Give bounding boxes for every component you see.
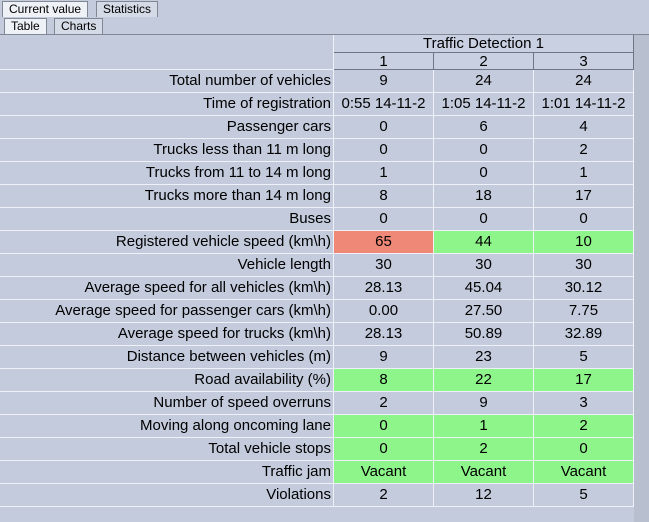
- cell-value: 9: [334, 70, 434, 93]
- row-label: Moving along oncoming lane: [0, 415, 334, 438]
- cell-value: 30: [334, 254, 434, 277]
- column-header: 1: [334, 53, 434, 70]
- cell-value: 2: [534, 415, 634, 438]
- cell-value: 17: [534, 185, 634, 208]
- row-label: Average speed for trucks (km\h): [0, 323, 334, 346]
- cell-value: 0: [334, 438, 434, 461]
- cell-value: 4: [534, 116, 634, 139]
- cell-value: 0: [334, 116, 434, 139]
- table-title: Traffic Detection 1: [334, 35, 634, 53]
- row-label: Trucks less than 11 m long: [0, 139, 334, 162]
- row-label: Registered vehicle speed (km\h): [0, 231, 334, 254]
- cell-value: 30: [534, 254, 634, 277]
- cell-value: Vacant: [434, 461, 534, 484]
- row-label: Vehicle length: [0, 254, 334, 277]
- cell-value: 7.75: [534, 300, 634, 323]
- cell-value: 27.50: [434, 300, 534, 323]
- cell-value: 24: [534, 70, 634, 93]
- cell-value: 0: [334, 415, 434, 438]
- cell-value: 1: [334, 162, 434, 185]
- cell-value: 30.12: [534, 277, 634, 300]
- cell-value: 44: [434, 231, 534, 254]
- cell-value: 5: [534, 346, 634, 369]
- cell-value: 23: [434, 346, 534, 369]
- header-blank: [0, 35, 334, 70]
- cell-value: 8: [334, 369, 434, 392]
- row-label: Traffic jam: [0, 461, 334, 484]
- cell-value: 0: [434, 139, 534, 162]
- row-label: Trucks from 11 to 14 m long: [0, 162, 334, 185]
- row-label: Total number of vehicles: [0, 70, 334, 93]
- cell-value: 0: [534, 438, 634, 461]
- cell-value: 32.89: [534, 323, 634, 346]
- tab[interactable]: Table: [4, 18, 47, 34]
- cell-value: 2: [434, 438, 534, 461]
- cell-value: 0: [534, 208, 634, 231]
- cell-value: 8: [334, 185, 434, 208]
- cell-value: 28.13: [334, 277, 434, 300]
- cell-value: 9: [434, 392, 534, 415]
- cell-value: 24: [434, 70, 534, 93]
- cell-value: 50.89: [434, 323, 534, 346]
- row-label: Road availability (%): [0, 369, 334, 392]
- cell-value: 3: [534, 392, 634, 415]
- tab[interactable]: Statistics: [96, 1, 159, 17]
- cell-value: 2: [334, 484, 434, 507]
- row-label: Time of registration: [0, 93, 334, 116]
- cell-value: 1:01 14-11-2: [534, 93, 634, 116]
- cell-value: 2: [334, 392, 434, 415]
- cell-value: 0.00: [334, 300, 434, 323]
- cell-value: 6: [434, 116, 534, 139]
- cell-value: 17: [534, 369, 634, 392]
- row-label: Average speed for passenger cars (km\h): [0, 300, 334, 323]
- cell-value: 28.13: [334, 323, 434, 346]
- cell-value: 22: [434, 369, 534, 392]
- row-label: Number of speed overruns: [0, 392, 334, 415]
- cell-value: 30: [434, 254, 534, 277]
- column-header: 3: [534, 53, 634, 70]
- cell-value: Vacant: [534, 461, 634, 484]
- row-label: Trucks more than 14 m long: [0, 185, 334, 208]
- cell-value: 12: [434, 484, 534, 507]
- row-label: Distance between vehicles (m): [0, 346, 334, 369]
- cell-value: 0: [334, 208, 434, 231]
- cell-value: 65: [334, 231, 434, 254]
- cell-value: 2: [534, 139, 634, 162]
- cell-value: 0: [434, 208, 534, 231]
- scroll-area: [634, 35, 649, 522]
- row-label: Average speed for all vehicles (km\h): [0, 277, 334, 300]
- cell-value: 0: [434, 162, 534, 185]
- cell-value: 18: [434, 185, 534, 208]
- tab-line: [0, 34, 649, 35]
- cell-value: 0:55 14-11-2: [334, 93, 434, 116]
- cell-value: 45.04: [434, 277, 534, 300]
- row-label: Violations: [0, 484, 334, 507]
- cell-value: 1: [434, 415, 534, 438]
- cell-value: 1: [534, 162, 634, 185]
- tab[interactable]: Current value: [2, 1, 89, 17]
- cell-value: 5: [534, 484, 634, 507]
- column-header: 2: [434, 53, 534, 70]
- tab[interactable]: Charts: [54, 18, 104, 34]
- row-label: Buses: [0, 208, 334, 231]
- row-label: Total vehicle stops: [0, 438, 334, 461]
- cell-value: 9: [334, 346, 434, 369]
- row-label: Passenger cars: [0, 116, 334, 139]
- cell-value: 10: [534, 231, 634, 254]
- cell-value: 1:05 14-11-2: [434, 93, 534, 116]
- cell-value: 0: [334, 139, 434, 162]
- cell-value: Vacant: [334, 461, 434, 484]
